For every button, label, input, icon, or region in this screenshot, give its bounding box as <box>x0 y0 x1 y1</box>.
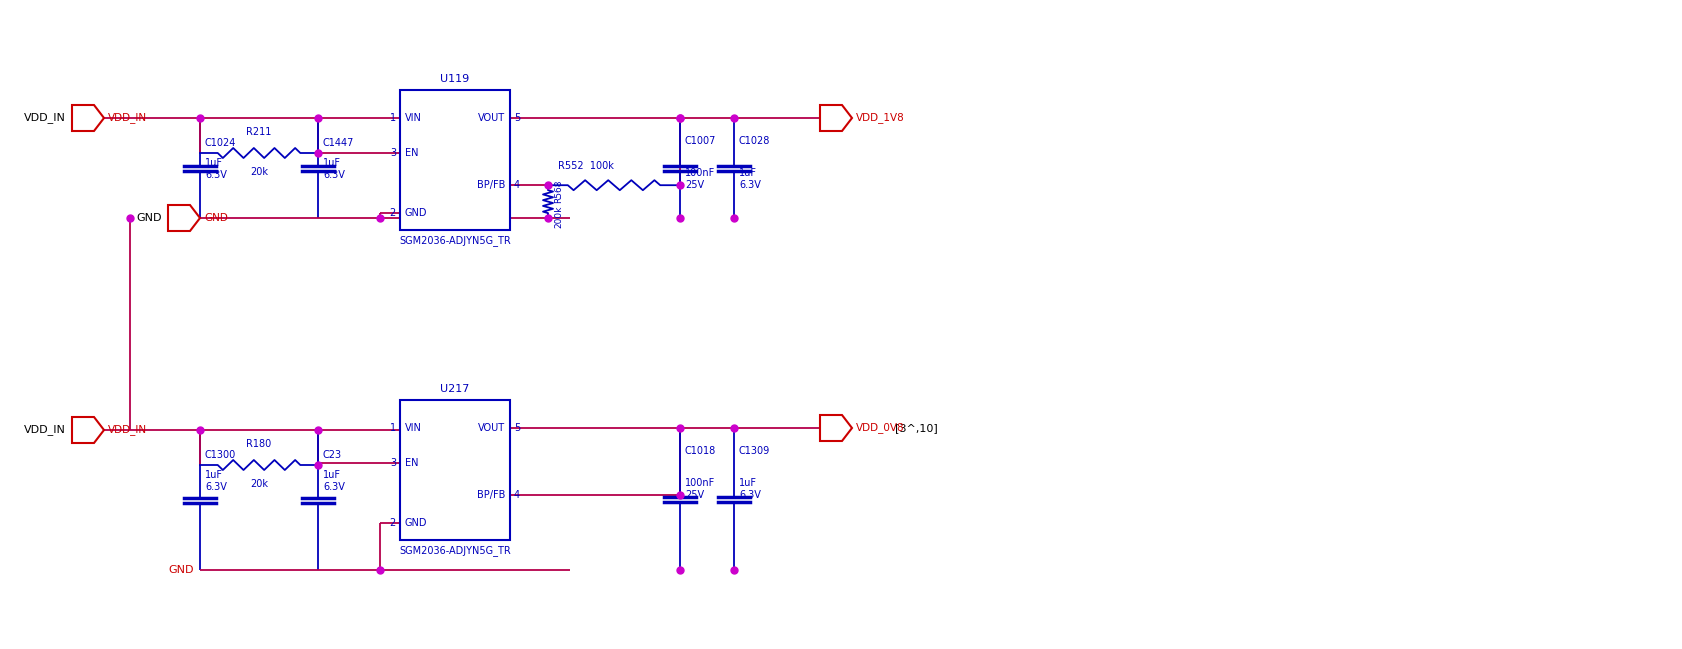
Text: BP/FB: BP/FB <box>476 490 505 500</box>
Text: 20k: 20k <box>251 167 267 177</box>
Text: 1uF: 1uF <box>323 470 341 480</box>
Text: U119: U119 <box>441 74 469 84</box>
Text: C23: C23 <box>323 450 341 460</box>
Text: 1uF: 1uF <box>323 158 341 168</box>
Text: 6.3V: 6.3V <box>738 490 760 500</box>
Text: C1300: C1300 <box>205 450 235 460</box>
Text: VOUT: VOUT <box>478 113 505 123</box>
Text: EN: EN <box>405 458 419 468</box>
Text: 5: 5 <box>513 423 520 433</box>
Text: 1uF: 1uF <box>738 168 757 178</box>
Text: 1: 1 <box>390 113 395 123</box>
Text: VDD_1V8: VDD_1V8 <box>856 112 905 123</box>
Text: 6.3V: 6.3V <box>323 482 345 492</box>
Bar <box>400 400 510 540</box>
Text: C1447: C1447 <box>323 138 355 148</box>
Text: GND: GND <box>136 213 161 223</box>
Text: 3: 3 <box>390 148 395 158</box>
Text: 100nF: 100nF <box>685 478 715 488</box>
Text: VOUT: VOUT <box>478 423 505 433</box>
Text: 6.3V: 6.3V <box>323 170 345 180</box>
Text: 25V: 25V <box>685 180 703 190</box>
Text: 1: 1 <box>390 423 395 433</box>
Text: EN: EN <box>405 148 419 158</box>
Text: 2: 2 <box>390 208 395 218</box>
Text: 25V: 25V <box>685 490 703 500</box>
Text: 5: 5 <box>513 113 520 123</box>
Text: 6.3V: 6.3V <box>738 180 760 190</box>
Text: VDD_IN: VDD_IN <box>108 112 146 123</box>
Text: 3: 3 <box>390 458 395 468</box>
Text: SGM2036-ADJYN5G_TR: SGM2036-ADJYN5G_TR <box>399 235 511 246</box>
Text: [3^,10]: [3^,10] <box>895 423 937 433</box>
Text: SGM2036-ADJYN5G_TR: SGM2036-ADJYN5G_TR <box>399 545 511 556</box>
Text: VDD_IN: VDD_IN <box>24 424 66 435</box>
Text: C1018: C1018 <box>685 446 717 456</box>
Text: 6.3V: 6.3V <box>205 170 227 180</box>
Text: C1007: C1007 <box>685 136 717 146</box>
Text: BP/FB: BP/FB <box>476 180 505 190</box>
Text: GND: GND <box>204 213 227 223</box>
Text: C1309: C1309 <box>738 446 770 456</box>
Text: 4: 4 <box>513 180 520 190</box>
Text: R568: R568 <box>553 180 563 203</box>
Text: VDD_IN: VDD_IN <box>24 112 66 123</box>
Text: 2: 2 <box>390 518 395 528</box>
Text: VIN: VIN <box>405 423 422 433</box>
Text: VDD_IN: VDD_IN <box>108 424 146 435</box>
Text: VIN: VIN <box>405 113 422 123</box>
Text: 6.3V: 6.3V <box>205 482 227 492</box>
Text: R211: R211 <box>246 127 271 137</box>
Text: C1024: C1024 <box>205 138 235 148</box>
Text: U217: U217 <box>441 384 469 394</box>
Text: 1uF: 1uF <box>205 470 224 480</box>
Text: 100nF: 100nF <box>685 168 715 178</box>
Text: R180: R180 <box>246 439 271 449</box>
Text: 1uF: 1uF <box>205 158 224 168</box>
Bar <box>400 90 510 230</box>
Text: 1uF: 1uF <box>738 478 757 488</box>
Text: VDD_0V8: VDD_0V8 <box>856 422 905 434</box>
Text: 200k: 200k <box>553 206 563 228</box>
Text: 4: 4 <box>513 490 520 500</box>
Text: GND: GND <box>168 565 193 575</box>
Text: C1028: C1028 <box>738 136 770 146</box>
Text: GND: GND <box>405 208 427 218</box>
Text: R552  100k: R552 100k <box>558 161 614 171</box>
Text: 20k: 20k <box>251 479 267 489</box>
Text: GND: GND <box>405 518 427 528</box>
